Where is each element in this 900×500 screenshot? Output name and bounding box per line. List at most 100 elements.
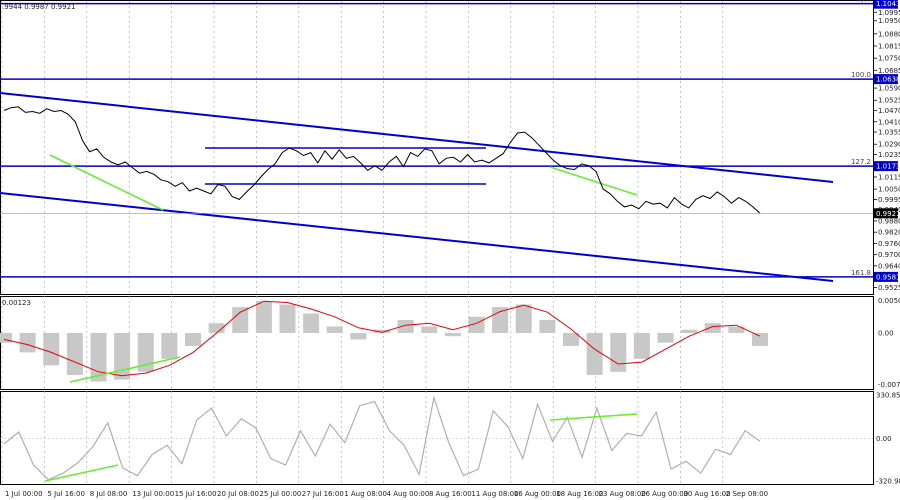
price-tick-label: 1.0590 <box>878 85 900 93</box>
macd-bar <box>161 332 178 359</box>
price-badge-label: 1.0173 <box>876 163 900 171</box>
price-badge-label: 0.9921 <box>876 210 900 218</box>
cci-panel-frame <box>0 391 874 485</box>
macd-bar <box>681 329 698 333</box>
price-tick-label: 1.0290 <box>878 141 900 149</box>
price-badge <box>874 74 898 85</box>
cci-series-line <box>3 395 761 481</box>
price-series-line <box>3 106 761 214</box>
macd-panel-frame <box>0 296 874 390</box>
macd-bar <box>137 332 154 372</box>
macd-bar <box>563 332 579 346</box>
price-badge-label: 1.1041 <box>876 0 900 8</box>
date-tick-label: 2 Sep 08:00 <box>726 490 768 498</box>
macd-bar <box>752 332 768 346</box>
macd-axis: 0.00504 0.00 -0.00797 <box>878 297 900 389</box>
date-tick-label: 23 Aug 08:00 <box>599 490 646 498</box>
fib-level-label: 127.2 <box>851 158 871 166</box>
macd-bar <box>704 323 721 333</box>
macd-bar <box>586 332 603 376</box>
macd-bar <box>657 332 674 343</box>
price-tick-label: 1.0685 <box>878 67 900 75</box>
date-tick-label: 26 Aug 00:00 <box>641 490 688 498</box>
macd-tick-label: 0.00504 <box>878 297 900 305</box>
macd-bar <box>374 329 390 333</box>
macd-bar <box>90 332 107 382</box>
macd-signal-line <box>3 300 761 377</box>
macd-bar <box>43 332 60 366</box>
price-badges: 1.1041 1.0638 1.0173 0.9921 0.9581 <box>874 0 900 282</box>
macd-bar <box>539 320 556 333</box>
price-badge <box>874 161 898 172</box>
macd-bar <box>185 332 201 346</box>
price-tick-label: 0.9995 <box>878 196 900 204</box>
fib-level-label: 76.4 <box>855 0 871 4</box>
date-tick-label: 20 Jul 08:00 <box>217 490 259 498</box>
macd-bar <box>397 320 414 333</box>
price-tick-label: 1.0470 <box>878 107 900 115</box>
macd-bar <box>326 326 343 333</box>
divergence-line-macd <box>69 356 181 383</box>
price-tick-label: 0.9525 <box>878 284 900 292</box>
price-panel-frame <box>0 0 874 295</box>
trend-channel <box>0 92 834 282</box>
cci-tick-label: 330.8524 <box>876 391 900 399</box>
price-tick-label: 1.0525 <box>878 97 900 105</box>
date-tick-label: 1 Aug 08:00 <box>344 490 387 498</box>
macd-bar <box>444 332 461 337</box>
date-tick-label: 8 Jul 08:00 <box>90 490 128 498</box>
cci-tick-label: -320.985 <box>876 478 900 486</box>
fib-level-label: 161.8 <box>851 269 871 277</box>
vertical-gridlines <box>1 1 724 484</box>
macd-bar <box>255 301 272 333</box>
date-tick-label: 27 Jul 16:00 <box>302 490 344 498</box>
macd-bar <box>610 332 627 372</box>
macd-bar <box>515 304 532 333</box>
macd-bar <box>19 332 36 353</box>
macd-bar <box>279 304 296 333</box>
date-tick-label: 1 Jul 00:00 <box>5 490 43 498</box>
macd-bar <box>208 323 225 333</box>
price-badge <box>874 208 898 219</box>
macd-bar <box>421 326 438 333</box>
price-panel-header: .9944 0.9987 0.9921 <box>2 3 75 11</box>
date-axis: 1 Jul 00:00 5 Jul 16:00 8 Jul 08:00 13 Jul … <box>5 490 768 498</box>
price-badge <box>874 271 898 282</box>
divergence-line-cci-1 <box>44 464 119 482</box>
divergence-line-price-1 <box>49 154 164 211</box>
date-tick-label: 25 Jul 00:00 <box>259 490 301 498</box>
date-tick-label: 16 Aug 00:00 <box>514 490 561 498</box>
price-badge-label: 0.9581 <box>876 273 900 281</box>
date-tick-label: 13 Jul 00:00 <box>132 490 174 498</box>
channel-lower-line <box>0 192 834 282</box>
macd-bar <box>350 332 367 340</box>
date-tick-label: 15 Jul 16:00 <box>175 490 217 498</box>
macd-bar <box>232 307 249 333</box>
price-tick-label: 1.0995 <box>878 9 900 17</box>
fib-level-label: 100.0 <box>851 71 871 79</box>
channel-upper-line <box>0 92 834 183</box>
macd-tick-label: -0.00797 <box>878 381 900 389</box>
macd-panel-header: 0.00123 <box>2 299 31 307</box>
divergence-line-price-2 <box>549 166 638 196</box>
date-tick-label: 11 Aug 08:00 <box>471 490 518 498</box>
date-tick-label: 18 Aug 16:00 <box>556 490 603 498</box>
price-tick-label: 1.0410 <box>878 118 900 126</box>
date-tick-label: 5 Jul 16:00 <box>47 490 85 498</box>
date-tick-label: 30 Aug 16:00 <box>683 490 730 498</box>
price-axis: 1.09951.0950 1.0880 1.0815 1.0750 1.0685 1.05… <box>873 9 900 292</box>
macd-bar <box>633 332 650 359</box>
macd-bar <box>66 332 83 376</box>
price-tick-label: 1.0235 <box>878 151 900 159</box>
macd-bar <box>303 313 320 333</box>
macd-bar <box>114 332 131 380</box>
price-tick-label: 1.0355 <box>878 129 900 137</box>
cci-tick-label: 0.00 <box>876 435 892 443</box>
